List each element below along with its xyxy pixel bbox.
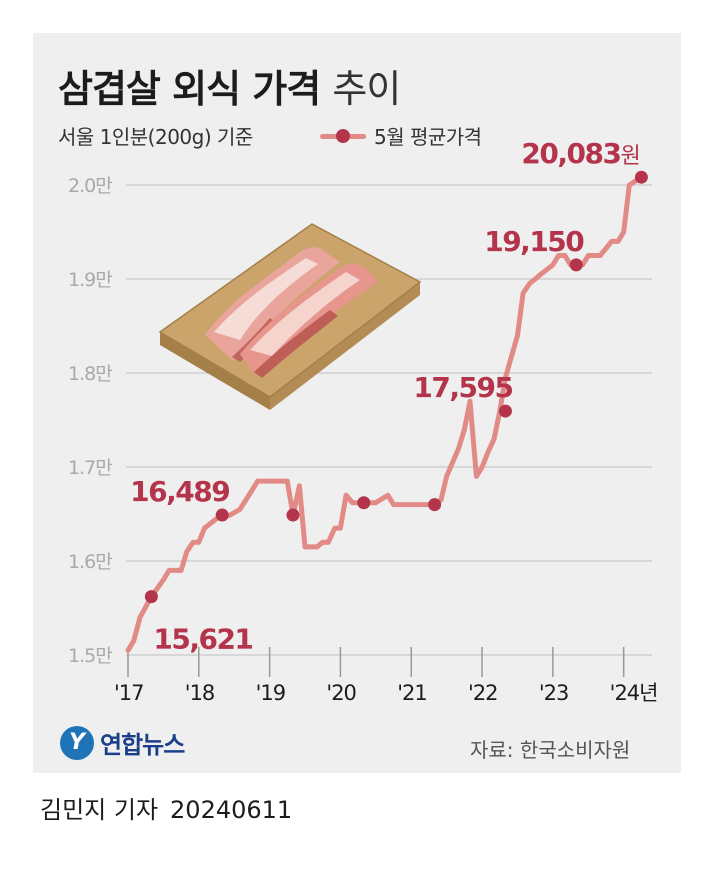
x-tick-label: '21 [397,681,427,705]
pork-belly-on-board-illustration [158,223,422,410]
x-tick-label: '19 [256,681,286,705]
yonhap-logo-icon: Y [60,725,94,760]
legend: 5월 평균가격 [320,121,482,150]
y-tick-label: 1.7만 [68,457,112,479]
data-label: 20,083원 [521,137,639,170]
y-tick-label: 2.0만 [68,175,112,197]
chart-panel [33,33,681,773]
data-label: 15,621 [153,623,252,656]
data-label: 17,595 [413,371,512,404]
publish-date: 20240611 [170,796,293,824]
data-label-unit: 원 [620,144,639,169]
title-light: 추이 [332,67,401,111]
chart-subtitle: 서울 1인분(200g) 기준 [58,125,253,149]
y-tick-label: 1.9만 [68,269,112,291]
data-point-marker [144,590,158,604]
x-tick-label: '17 [114,681,144,705]
reporter-name: 김민지 기자 [40,796,159,824]
data-point-marker [569,258,583,272]
data-point-marker [357,496,371,510]
y-tick-label: 1.8만 [68,363,112,385]
data-label: 19,150 [484,225,584,258]
x-tick-label: '24년 [610,681,658,705]
x-tick-label: '20 [326,681,356,705]
legend-marker-icon [320,127,366,145]
y-tick-label: 1.6만 [68,551,112,573]
data-point-marker [498,404,512,418]
title-bold: 삼겹살 외식 가격 [58,67,321,111]
data-point-marker [428,498,442,512]
source-note: 자료: 한국소비자원 [470,738,631,762]
data-label: 16,489 [130,475,229,508]
x-tick-label: '22 [468,681,498,705]
data-point-marker [634,170,648,184]
price-line [125,174,644,653]
y-tick-label: 1.5만 [68,645,112,667]
x-tick-label: '23 [539,681,569,705]
data-point-marker [215,508,229,522]
legend-label: 5월 평균가격 [374,125,482,149]
byline: 김민지 기자 20240611 [40,790,292,825]
x-tick-label: '18 [185,681,215,705]
data-point-marker [286,508,300,522]
chart-title: 삼겹살 외식 가격 추이 [58,58,401,113]
yonhap-logo: Y 연합뉴스 [60,725,185,760]
logo-text: 연합뉴스 [100,731,185,759]
